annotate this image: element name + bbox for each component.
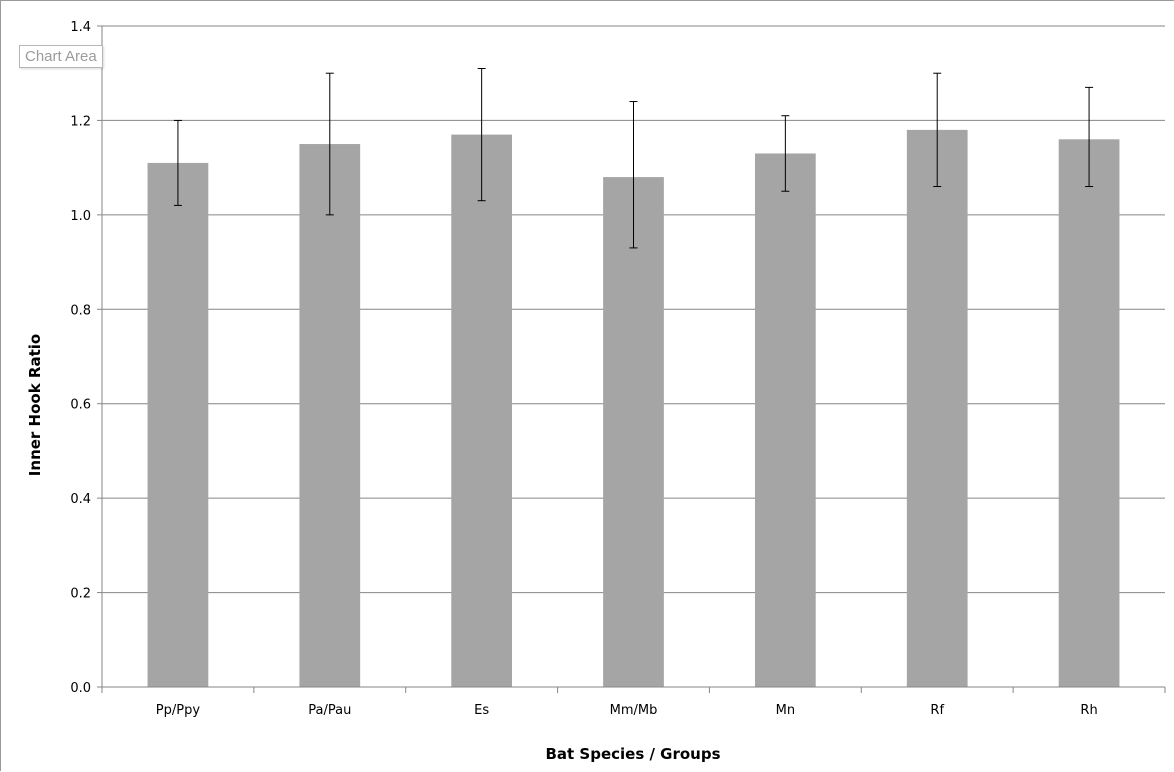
x-axis-title: Bat Species / Groups	[545, 745, 720, 763]
y-tick-label: 1.2	[70, 114, 91, 129]
bar	[299, 144, 361, 688]
bars	[147, 129, 1120, 688]
y-tick-label: 0.2	[70, 587, 91, 602]
bar	[906, 129, 968, 687]
x-tick-label: Rh	[1080, 703, 1097, 718]
x-tick-label: Pa/Pau	[308, 703, 351, 718]
y-tick-label: 0.6	[70, 398, 91, 413]
x-tick-label: Mm/Mb	[610, 703, 658, 718]
y-tick-label: 0.8	[70, 303, 91, 318]
x-tick-labels: Pp/Ppy Pa/Pau Es Mm/Mb Mn Rf Rh	[156, 703, 1098, 718]
y-axis-title: Inner Hook Ratio	[26, 334, 44, 476]
bar	[603, 177, 664, 688]
bar	[451, 134, 513, 688]
error-bars	[173, 67, 1094, 249]
x-tick-label: Rf	[930, 703, 944, 718]
y-tick-label: 1.0	[70, 209, 91, 224]
y-tick-label: 0.0	[70, 681, 91, 696]
bar	[147, 162, 209, 687]
bar	[1058, 139, 1120, 688]
chart-area-tooltip: Chart Area	[19, 45, 103, 68]
x-tick-label: Es	[474, 703, 489, 718]
y-tick-labels: 0.0 0.2 0.4 0.6 0.8 1.0 1.2 1.4	[70, 20, 91, 696]
y-tick-label: 0.4	[70, 492, 91, 507]
bar	[754, 153, 816, 687]
x-tick-label: Mn	[776, 703, 795, 718]
axes	[97, 25, 1166, 693]
x-tick-label: Pp/Ppy	[156, 703, 201, 718]
y-tick-label: 1.4	[70, 20, 91, 35]
